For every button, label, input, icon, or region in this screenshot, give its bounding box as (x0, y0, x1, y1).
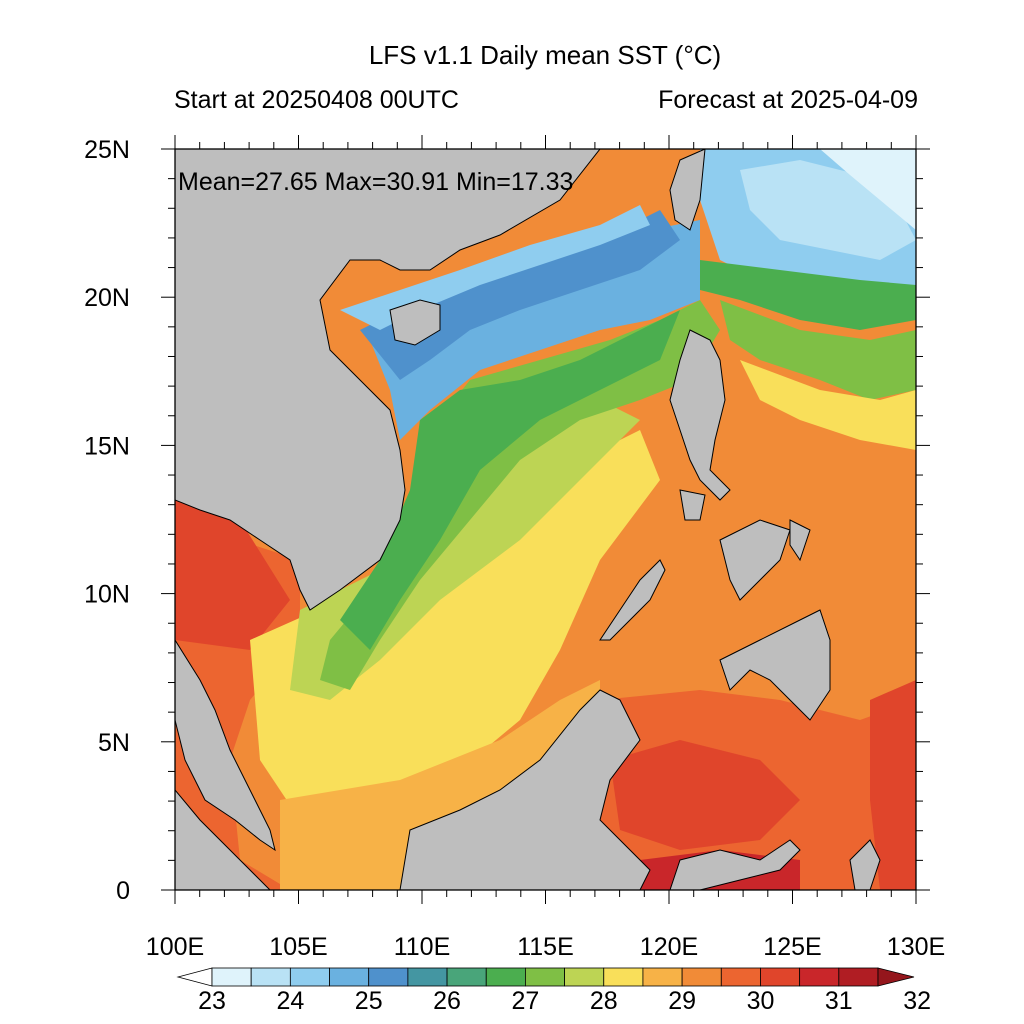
y-tick-label: 20N (84, 284, 130, 312)
map-title: LFS v1.1 Daily mean SST (°C) (368, 40, 722, 70)
colorbar-swatch (603, 967, 644, 987)
colorbar-swatch (329, 967, 370, 987)
y-tick-label: 25N (84, 136, 130, 164)
x-tick-label: 130E (887, 933, 945, 961)
colorbar-label: 31 (825, 987, 853, 1015)
colorbar-swatch (525, 967, 565, 987)
colorbar-swatch (564, 967, 605, 987)
start-time-label: Start at 20250408 00UTC (174, 86, 459, 114)
colorbar-swatch (838, 967, 879, 987)
x-tick-label: 110E (394, 933, 451, 961)
colorbar-swatch (681, 967, 722, 987)
colorbar-swatch (485, 967, 526, 987)
colorbar-swatch (407, 967, 448, 987)
colorbar-swatch (642, 967, 683, 987)
tick-marks (161, 135, 930, 904)
colorbar-label: 32 (903, 987, 931, 1015)
colorbar-label: 24 (276, 987, 304, 1015)
y-tick-label: 0 (116, 877, 130, 905)
stats-label: Mean=27.65 Max=30.91 Min=17.33 (178, 168, 573, 196)
colorbar-swatch (446, 967, 487, 987)
y-tick-label: 10N (84, 581, 130, 609)
x-tick-label: 100E (146, 933, 204, 961)
x-tick-label: 105E (269, 933, 327, 961)
y-tick-label: 5N (98, 729, 130, 757)
colorbar-swatch (368, 967, 409, 987)
colorbar-label: 30 (747, 987, 775, 1015)
colorbar-min-arrow (176, 967, 213, 987)
colorbar-swatch (211, 967, 252, 987)
x-tick-label: 120E (640, 933, 698, 961)
colorbar-label: 26 (433, 987, 461, 1015)
colorbar-swatch (250, 967, 291, 987)
colorbar-swatch (799, 967, 840, 987)
x-tick-label: 125E (763, 933, 821, 961)
forecast-time-label: Forecast at 2025-04-09 (658, 86, 918, 114)
colorbar-label: 29 (668, 987, 696, 1015)
colorbar-swatch (289, 967, 330, 987)
colorbar-swatch (760, 967, 801, 987)
x-axis-labels: 100E 105E 110E 115E 120E 125E 130E (146, 933, 945, 961)
colorbar-label: 28 (590, 987, 618, 1015)
colorbar-label: 23 (198, 987, 226, 1015)
land-masses (175, 149, 881, 890)
x-tick-label: 115E (517, 933, 574, 961)
sst-field (175, 149, 916, 890)
y-axis-labels: 0 5N 10N 15N 20N 25N (84, 136, 130, 905)
colorbar-label: 27 (512, 987, 540, 1015)
colorbar-max-arrow (877, 967, 915, 987)
colorbar-swatch (720, 967, 761, 987)
y-tick-label: 15N (84, 432, 130, 460)
colorbar-label: 25 (355, 987, 383, 1015)
colorbar: 23 24 25 26 27 28 29 30 31 32 (176, 967, 931, 1015)
